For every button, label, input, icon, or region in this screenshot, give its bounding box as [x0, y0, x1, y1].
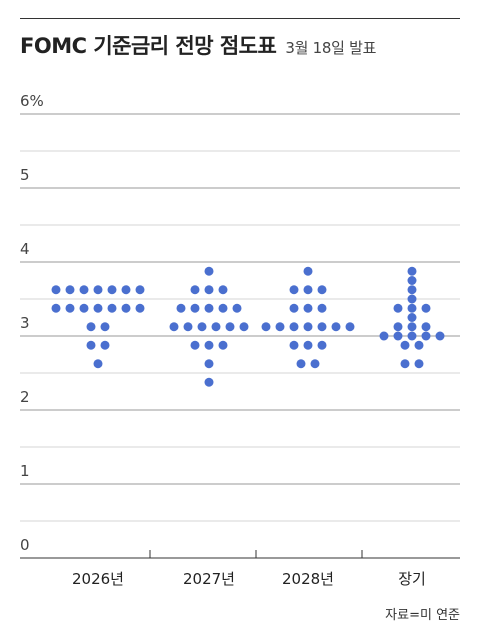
data-point	[100, 340, 110, 350]
data-point	[204, 359, 214, 369]
y-tick-label: 1	[20, 462, 30, 480]
data-point	[239, 322, 249, 332]
data-point	[317, 340, 327, 350]
y-tick-label: 2	[20, 388, 30, 406]
data-point	[218, 285, 228, 295]
data-point	[414, 359, 424, 369]
data-point	[317, 285, 327, 295]
data-point	[176, 303, 186, 313]
data-point	[407, 285, 417, 295]
data-point	[232, 303, 242, 313]
data-point	[407, 266, 417, 276]
data-point	[289, 303, 299, 313]
data-point	[169, 322, 179, 332]
data-point	[218, 340, 228, 350]
top-rule	[20, 18, 460, 19]
data-point	[379, 331, 389, 341]
data-point	[310, 359, 320, 369]
data-point	[414, 340, 424, 350]
data-point	[204, 285, 214, 295]
data-point	[317, 303, 327, 313]
data-point	[190, 340, 200, 350]
chart-header: FOMC 기준금리 전망 점도표 3월 18일 발표	[20, 30, 376, 60]
data-point	[93, 285, 103, 295]
data-point	[79, 303, 89, 313]
y-tick-label: 5	[20, 166, 30, 184]
data-point	[135, 285, 145, 295]
data-point	[303, 322, 313, 332]
data-point	[393, 303, 403, 313]
data-point	[303, 285, 313, 295]
chart-subtitle: 3월 18일 발표	[285, 39, 377, 57]
data-point	[317, 322, 327, 332]
data-point	[289, 285, 299, 295]
data-point	[407, 322, 417, 332]
y-tick-label: 3	[20, 314, 30, 332]
x-tick-label: 2026년	[72, 570, 124, 588]
data-point	[121, 285, 131, 295]
data-point	[93, 359, 103, 369]
data-point	[121, 303, 131, 313]
y-tick-label: 0	[20, 536, 30, 554]
data-point	[421, 303, 431, 313]
data-point	[79, 285, 89, 295]
x-tick-label: 2027년	[183, 570, 235, 588]
data-point	[204, 266, 214, 276]
data-point	[211, 322, 221, 332]
data-point	[190, 303, 200, 313]
data-point	[65, 285, 75, 295]
y-tick-label: 6%	[20, 92, 44, 110]
data-point	[296, 359, 306, 369]
data-point	[204, 303, 214, 313]
data-point	[400, 359, 410, 369]
data-point	[93, 303, 103, 313]
data-point	[303, 266, 313, 276]
data-point	[407, 331, 417, 341]
data-point	[190, 285, 200, 295]
data-point	[400, 340, 410, 350]
data-point	[107, 303, 117, 313]
data-point	[345, 322, 355, 332]
data-point	[51, 303, 61, 313]
data-point	[407, 303, 417, 313]
data-point	[86, 322, 96, 332]
dot-plot-chart: 0 1 2 3 4 5 6% 2026년 2027년 2028년 장기	[20, 92, 460, 588]
data-point	[204, 340, 214, 350]
x-tick-label: 2028년	[282, 570, 334, 588]
x-tick-label: 장기	[398, 570, 426, 588]
data-point	[289, 340, 299, 350]
data-point	[421, 322, 431, 332]
data-point	[331, 322, 341, 332]
data-point	[65, 303, 75, 313]
data-point	[407, 313, 417, 322]
source-note: 자료=미 연준	[385, 608, 460, 623]
data-point	[407, 276, 417, 285]
data-point	[289, 322, 299, 332]
data-point	[204, 377, 214, 387]
data-point	[51, 285, 61, 295]
data-point	[303, 340, 313, 350]
data-point	[393, 322, 403, 332]
data-point	[393, 331, 403, 341]
data-point	[218, 303, 228, 313]
chart-title: FOMC 기준금리 전망 점도표	[20, 34, 277, 58]
data-point	[407, 294, 417, 304]
data-point	[421, 331, 431, 341]
data-point	[183, 322, 193, 332]
data-point	[303, 303, 313, 313]
data-point	[225, 322, 235, 332]
data-point	[197, 322, 207, 332]
data-point	[86, 340, 96, 350]
data-point	[107, 285, 117, 295]
y-tick-label: 4	[20, 240, 30, 258]
data-point	[261, 322, 271, 332]
data-point	[135, 303, 145, 313]
data-point	[435, 331, 445, 341]
data-point	[275, 322, 285, 332]
data-point	[100, 322, 110, 332]
